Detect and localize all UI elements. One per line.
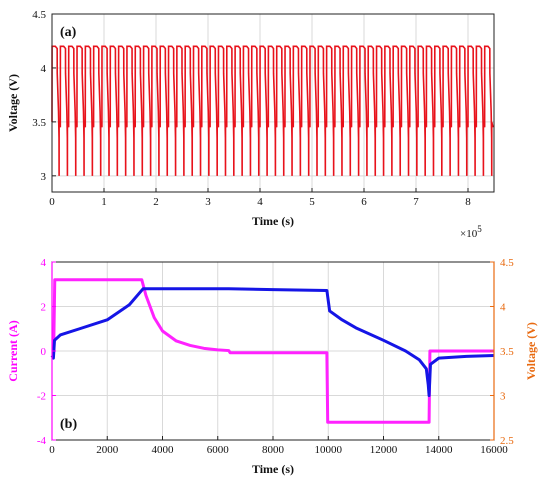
y-axis-title-a: Voltage (V) — [6, 74, 20, 132]
axes-frame-a — [51, 13, 495, 193]
x-multiplier-base: ×10 — [460, 228, 478, 240]
y-left-tick-label-b: 4 — [41, 257, 47, 269]
current-line-b — [52, 278, 494, 424]
x-tick-label-a: 2 — [153, 196, 159, 208]
panel-label-a: (a) — [60, 25, 77, 40]
y-right-tick-label-b: 4.5 — [500, 257, 514, 269]
y-tick-label-a: 3 — [41, 171, 47, 183]
x-multiplier-a: ×105 — [460, 224, 482, 240]
x-tick-label-a: 4 — [257, 196, 263, 208]
y-axis-title-left-b: Current (A) — [6, 320, 20, 381]
x-tick-label-b: 6000 — [207, 444, 230, 456]
chart-panel-a: 0 1 2 3 4 5 6 7 8 3 3.5 4 4.5 (a) Time (s) Voltage (… — [6, 9, 495, 240]
x-tick-label-b: 4000 — [152, 444, 175, 456]
y-right-tick-label-b: 4 — [500, 302, 506, 314]
x-tick-label-a: 1 — [101, 196, 107, 208]
y-tick-label-a: 4.5 — [32, 9, 46, 21]
x-tick-label-a: 3 — [205, 196, 211, 208]
y-left-tick-label-b: -4 — [37, 435, 47, 447]
y-tick-label-a: 3.5 — [32, 117, 46, 129]
x-axis-title-a: Time (s) — [252, 214, 294, 228]
x-tick-label-a: 0 — [49, 196, 55, 208]
y-left-tick-label-b: 2 — [41, 302, 47, 314]
x-tick-label-b: 8000 — [262, 444, 285, 456]
x-tick-label-a: 7 — [413, 196, 419, 208]
y-axis-title-right-b: Voltage (V) — [524, 322, 538, 380]
ticks-b: 0 2000 4000 6000 8000 10000 12000 14000 16000 -4 -… — [37, 257, 514, 456]
y-left-tick-label-b: -2 — [37, 391, 46, 403]
y-tick-label-a: 4 — [41, 63, 47, 75]
x-tick-label-a: 8 — [465, 196, 471, 208]
x-axis-title-b: Time (s) — [252, 462, 294, 476]
y-right-tick-label-b: 3.5 — [500, 346, 514, 358]
y-right-tick-label-b: 2.5 — [500, 435, 514, 447]
x-tick-label-b: 0 — [49, 444, 55, 456]
x-tick-label-b: 2000 — [96, 444, 119, 456]
x-tick-label-a: 5 — [309, 196, 315, 208]
chart-panel-b: 0 2000 4000 6000 8000 10000 12000 14000 16000 -4 -… — [6, 257, 538, 476]
ticks-a: 0 1 2 3 4 5 6 7 8 3 3.5 4 4.5 — [32, 9, 471, 208]
y-right-tick-label-b: 3 — [500, 391, 506, 403]
y-left-tick-label-b: 0 — [41, 346, 47, 358]
panel-label-b: (b) — [60, 417, 77, 432]
x-tick-label-b: 10000 — [315, 444, 343, 456]
x-tick-label-b: 16000 — [480, 444, 508, 456]
x-multiplier-exponent: 5 — [477, 224, 482, 234]
voltage-line-b — [50, 287, 495, 397]
x-tick-label-b: 12000 — [370, 444, 398, 456]
voltage-line-a — [51, 45, 494, 176]
x-tick-label-b: 14000 — [425, 444, 453, 456]
x-tick-label-a: 6 — [361, 196, 367, 208]
